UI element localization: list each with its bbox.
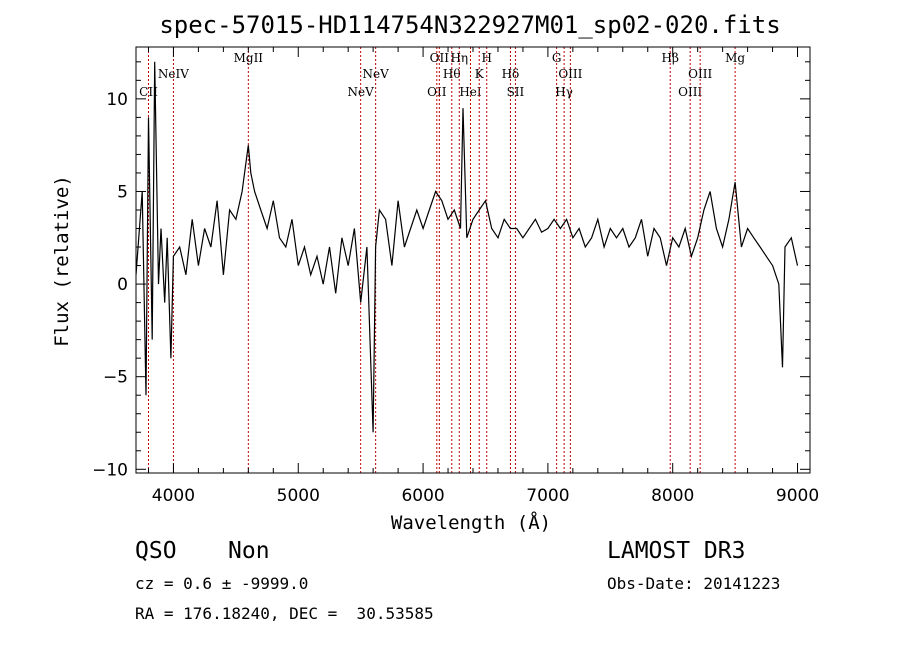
x-tick-label: 7000 [526,486,569,506]
spectral-line-label: Hγ [555,85,573,99]
spectral-line-label: NeV [363,67,390,81]
redshift-info: cz = 0.6 ± -9999.0 [135,574,309,593]
x-axis-label: Wavelength (Å) [391,511,551,534]
spectral-line-label: Hβ [662,51,679,65]
x-tick-label: 6000 [401,486,444,506]
spectral-line-label: H [481,51,491,65]
spectral-line-label: HeI [459,85,482,99]
spectral-line-label: OII [427,85,447,99]
spectral-line-label: Mg [725,51,745,65]
object-class: QSO [135,538,177,564]
x-tick-label: 5000 [277,486,320,506]
spectrum-line [136,61,799,433]
spectral-line-label: OIII [678,85,702,99]
x-tick-label: 4000 [152,486,195,506]
y-tick-label: 10 [106,90,128,110]
y-tick-label: −10 [92,460,128,480]
y-tick-label: −5 [103,368,128,388]
coordinates: RA = 176.18240, DEC = 30.53585 [135,604,434,623]
survey-name: LAMOST DR3 [607,538,746,564]
spectral-line-label: Hη [450,51,468,65]
spectral-line-label: K [475,67,485,81]
spectral-line-label: OIII [688,67,712,81]
spectral-line-label: OIII [558,67,582,81]
plot-frame [135,46,811,474]
spectral-line-label: SII [507,85,525,99]
spectral-line-label: Hδ [502,67,520,81]
chart-title: spec-57015-HD114754N322927M01_sp02-020.f… [159,11,780,39]
x-tick-label: 9000 [776,486,819,506]
object-subclass: Non [228,538,270,564]
y-tick-label: 5 [117,182,128,202]
spectral-line-label: OII [430,51,450,65]
y-tick-label: 0 [117,275,128,295]
spectral-line-label: NeIV [158,67,189,81]
observation-date: Obs-Date: 20141223 [607,574,781,593]
spectral-line-label: G [552,51,562,65]
spectral-line-label: MgII [234,51,264,65]
spectral-line-label: Hθ [443,67,461,81]
x-tick-label: 8000 [651,486,694,506]
spectral-line-label: CII [139,85,158,99]
spectral-line-label: NeV [348,85,375,99]
y-axis-label: Flux (relative) [51,175,73,347]
